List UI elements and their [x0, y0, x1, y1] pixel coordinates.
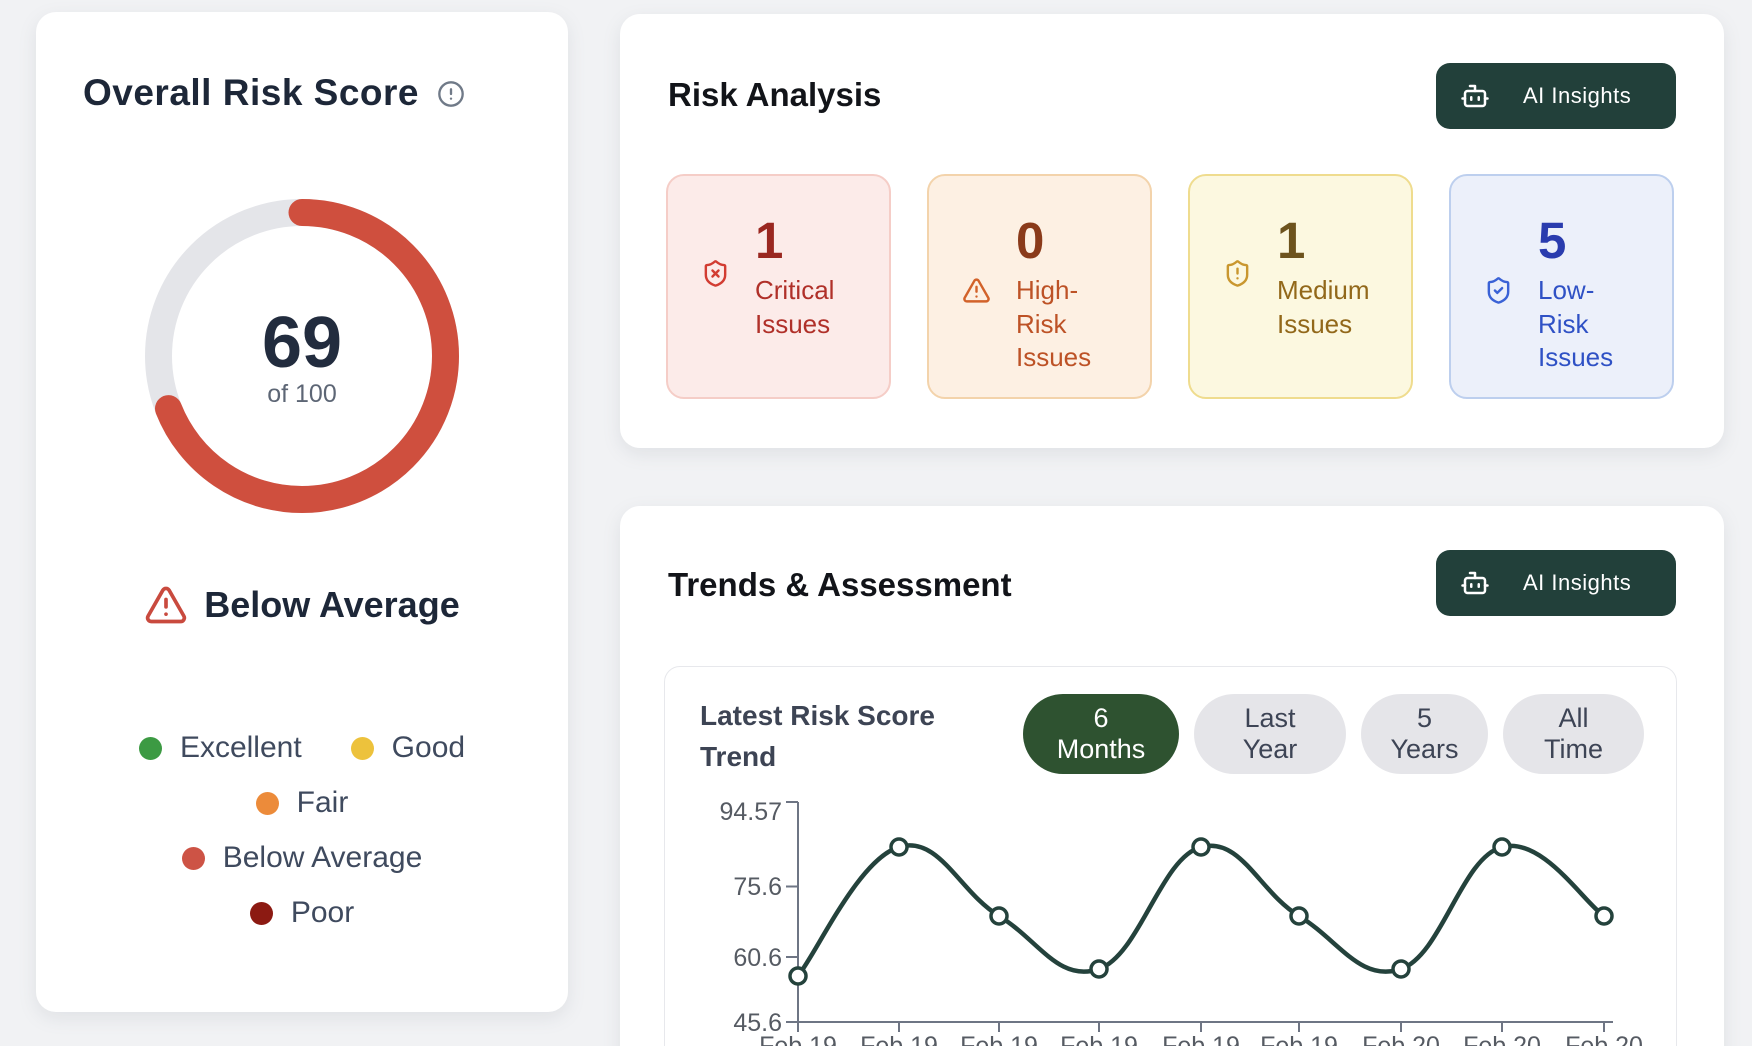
svg-text:94.57: 94.57: [719, 798, 782, 826]
svg-text:Feb 19: Feb 19: [1260, 1032, 1338, 1046]
svg-text:Feb 19: Feb 19: [1162, 1032, 1240, 1046]
svg-text:Feb 20: Feb 20: [1362, 1032, 1440, 1046]
svg-text:60.6: 60.6: [733, 944, 782, 972]
svg-text:Feb 19: Feb 19: [960, 1032, 1038, 1046]
svg-text:Feb 19: Feb 19: [759, 1032, 837, 1046]
svg-text:Feb 20: Feb 20: [1463, 1032, 1541, 1046]
svg-text:Feb 19: Feb 19: [1060, 1032, 1138, 1046]
svg-text:45.6: 45.6: [733, 1009, 782, 1037]
svg-text:Feb 19: Feb 19: [860, 1032, 938, 1046]
svg-text:Feb 20: Feb 20: [1565, 1032, 1643, 1046]
svg-text:75.6: 75.6: [733, 873, 782, 901]
